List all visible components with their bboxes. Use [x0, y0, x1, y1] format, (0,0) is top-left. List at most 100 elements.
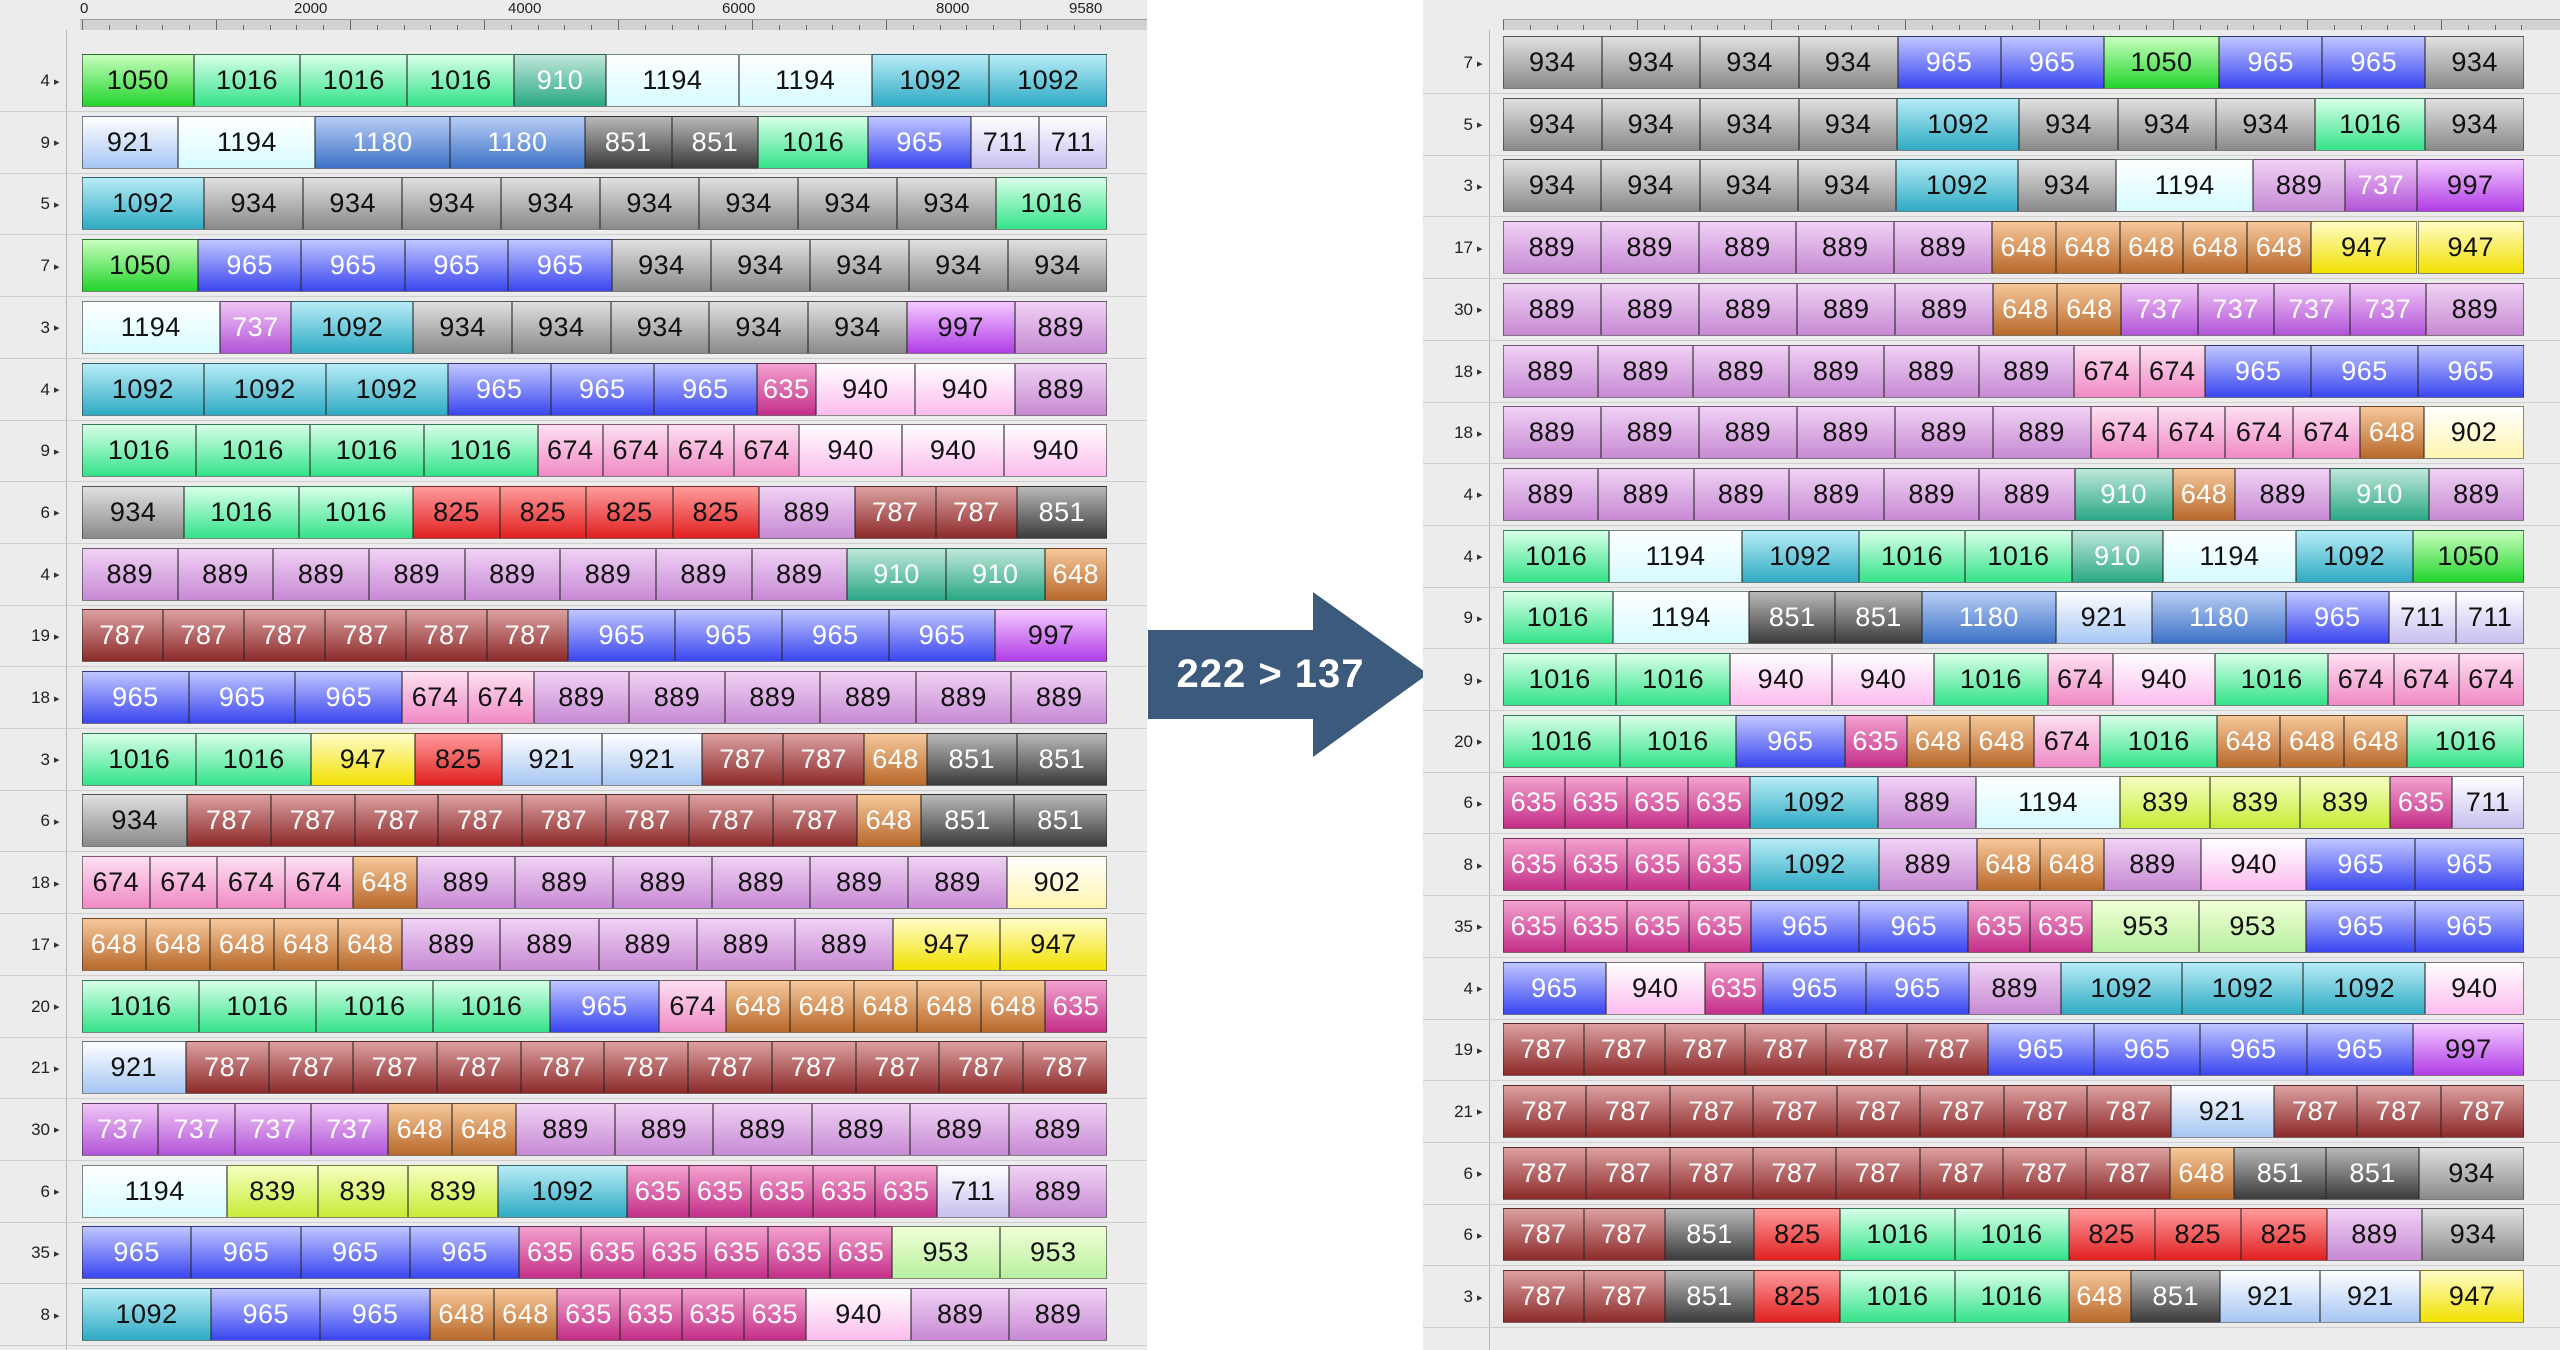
length-block[interactable]: 953 — [2199, 899, 2307, 953]
length-block[interactable]: 965 — [447, 362, 551, 416]
length-block[interactable]: 825 — [499, 485, 587, 539]
length-block[interactable]: 851 — [1749, 591, 1836, 645]
length-block[interactable]: 1016 — [1503, 591, 1613, 645]
length-block[interactable]: 965 — [2415, 838, 2524, 892]
length-block[interactable]: 1180 — [315, 115, 451, 169]
length-block[interactable]: 787 — [1583, 1208, 1665, 1262]
length-block[interactable]: 787 — [783, 732, 865, 786]
length-block[interactable]: 787 — [436, 1041, 521, 1095]
length-block[interactable]: 953 — [999, 1226, 1107, 1280]
length-block[interactable]: 648 — [1906, 714, 1970, 768]
length-block[interactable]: 997 — [2416, 159, 2524, 213]
length-block[interactable]: 947 — [310, 732, 416, 786]
expand-triangle-icon[interactable]: ▸ — [1477, 119, 1483, 132]
length-block[interactable]: 889 — [1503, 282, 1602, 336]
length-block[interactable]: 648 — [452, 1102, 517, 1156]
length-block[interactable]: 825 — [2154, 1208, 2241, 1262]
length-block[interactable]: 1194 — [2163, 529, 2296, 583]
length-block[interactable]: 674 — [2074, 344, 2140, 398]
length-block[interactable]: 787 — [1906, 1023, 1988, 1077]
length-block[interactable]: 648 — [338, 917, 403, 971]
length-block[interactable]: 787 — [354, 794, 439, 848]
length-block[interactable]: 889 — [598, 917, 697, 971]
length-block[interactable]: 1016 — [1965, 529, 2072, 583]
expand-triangle-icon[interactable]: ▸ — [54, 1062, 60, 1075]
length-block[interactable]: 787 — [1583, 1270, 1665, 1323]
expand-triangle-icon[interactable]: ▸ — [54, 815, 60, 828]
length-block[interactable]: 1016 — [82, 979, 199, 1033]
length-block[interactable]: 648 — [917, 979, 982, 1033]
length-block[interactable]: 635 — [581, 1226, 644, 1280]
length-block[interactable]: 889 — [1009, 1164, 1107, 1218]
length-block[interactable]: 965 — [2311, 344, 2418, 398]
expand-triangle-icon[interactable]: ▸ — [54, 630, 60, 643]
length-block[interactable]: 965 — [295, 671, 403, 724]
length-block[interactable]: 711 — [937, 1164, 1010, 1218]
length-block[interactable]: 787 — [1023, 1041, 1107, 1095]
length-block[interactable]: 889 — [1008, 1102, 1107, 1156]
length-block[interactable]: 934 — [710, 239, 810, 293]
length-block[interactable]: 947 — [2420, 1270, 2524, 1323]
length-block[interactable]: 934 — [82, 794, 188, 848]
expand-triangle-icon[interactable]: ▸ — [54, 198, 60, 211]
length-block[interactable]: 635 — [767, 1226, 830, 1280]
length-block[interactable]: 889 — [1884, 467, 1980, 521]
length-block[interactable]: 787 — [689, 794, 774, 848]
length-block[interactable]: 674 — [284, 856, 353, 910]
length-block[interactable]: 1050 — [82, 239, 198, 293]
length-block[interactable]: 674 — [2393, 653, 2459, 706]
length-block[interactable]: 965 — [1897, 36, 2001, 89]
length-block[interactable]: 889 — [711, 856, 811, 910]
length-block[interactable]: 839 — [227, 1164, 318, 1218]
length-block[interactable]: 1016 — [195, 424, 310, 478]
expand-triangle-icon[interactable]: ▸ — [1477, 983, 1483, 995]
length-block[interactable]: 934 — [611, 239, 711, 293]
length-block[interactable]: 1092 — [2060, 961, 2183, 1015]
expand-triangle-icon[interactable]: ▸ — [54, 1247, 60, 1260]
length-block[interactable]: 965 — [320, 1288, 430, 1341]
length-block[interactable]: 1016 — [1503, 529, 1610, 583]
length-block[interactable]: 889 — [1894, 221, 1992, 275]
length-block[interactable]: 1194 — [738, 54, 872, 107]
length-block[interactable]: 851 — [1664, 1270, 1755, 1323]
length-block[interactable]: 965 — [2219, 36, 2323, 89]
length-block[interactable]: 787 — [2086, 1146, 2170, 1200]
length-block[interactable]: 787 — [1920, 1084, 2004, 1138]
length-block[interactable]: 1016 — [432, 979, 550, 1033]
length-block[interactable]: 965 — [82, 1226, 192, 1280]
length-block[interactable]: 889 — [533, 671, 630, 724]
length-block[interactable]: 965 — [675, 609, 782, 663]
length-block[interactable]: 635 — [619, 1288, 682, 1341]
length-block[interactable]: 635 — [2390, 776, 2453, 830]
length-block[interactable]: 825 — [672, 485, 759, 539]
length-block[interactable]: 953 — [2092, 899, 2200, 953]
length-block[interactable]: 1092 — [203, 362, 326, 416]
length-block[interactable]: 934 — [1503, 159, 1602, 213]
expand-triangle-icon[interactable]: ▸ — [54, 877, 60, 890]
length-block[interactable]: 635 — [1564, 899, 1627, 953]
length-block[interactable]: 953 — [892, 1226, 1000, 1280]
length-block[interactable]: 787 — [185, 1041, 270, 1095]
length-block[interactable]: 965 — [211, 1288, 321, 1341]
length-block[interactable]: 965 — [508, 239, 612, 293]
length-block[interactable]: 1016 — [1934, 653, 2048, 706]
length-block[interactable]: 1092 — [1896, 159, 2018, 213]
length-block[interactable]: 889 — [515, 856, 614, 910]
length-block[interactable]: 825 — [2068, 1208, 2155, 1262]
expand-triangle-icon[interactable]: ▸ — [54, 692, 60, 705]
length-block[interactable]: 934 — [610, 300, 710, 354]
length-block[interactable]: 648 — [146, 917, 211, 971]
length-block[interactable]: 1180 — [1921, 591, 2056, 645]
length-block[interactable]: 648 — [2055, 221, 2120, 275]
length-block[interactable]: 1092 — [1750, 838, 1880, 892]
length-block[interactable]: 737 — [311, 1102, 388, 1156]
length-block[interactable]: 648 — [2343, 714, 2408, 768]
length-block[interactable]: 940 — [2201, 838, 2307, 892]
length-block[interactable]: 934 — [1601, 97, 1701, 151]
length-block[interactable]: 851 — [2130, 1270, 2221, 1323]
expand-triangle-icon[interactable]: ▸ — [1477, 551, 1483, 564]
length-block[interactable]: 889 — [713, 1102, 812, 1156]
length-block[interactable]: 889 — [724, 671, 821, 724]
length-block[interactable]: 934 — [1601, 36, 1701, 89]
length-block[interactable]: 889 — [516, 1102, 615, 1156]
